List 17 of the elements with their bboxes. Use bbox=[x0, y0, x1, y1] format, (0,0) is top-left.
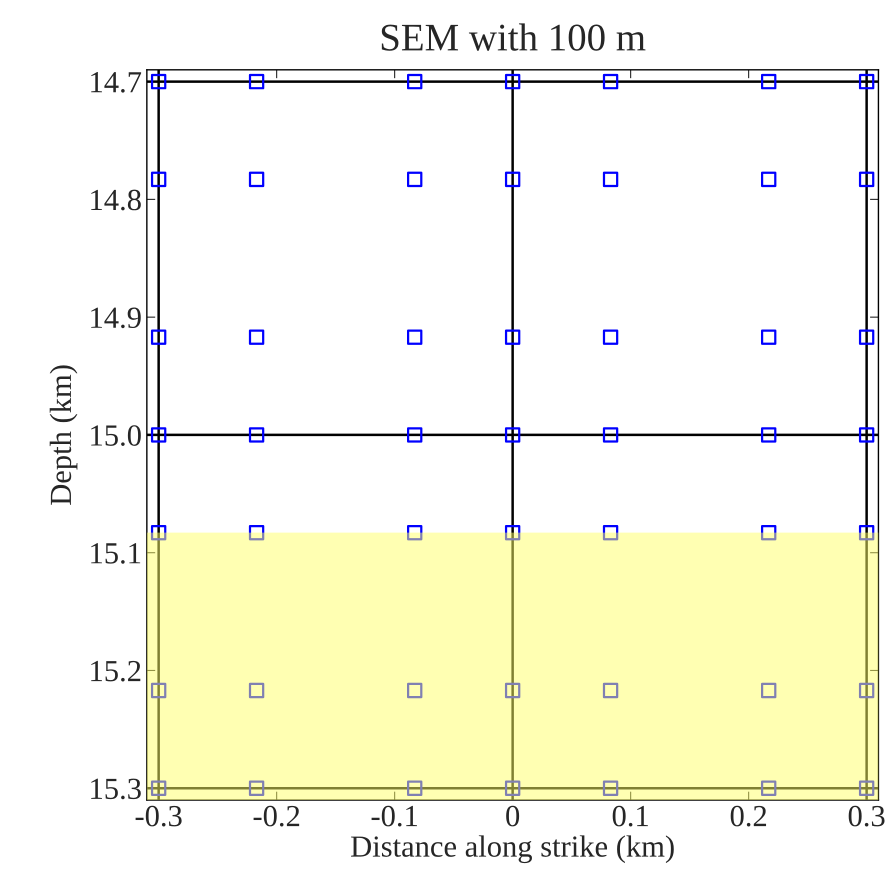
x-tick-label: 0.3 bbox=[848, 806, 885, 827]
y-tick-label: 15.0 bbox=[91, 425, 141, 446]
y-axis-title: Depth (km) bbox=[50, 365, 78, 505]
y-tick-label: 14.9 bbox=[91, 308, 141, 328]
y-tick-label: 14.8 bbox=[91, 190, 141, 210]
y-tick-label: 15.1 bbox=[91, 543, 140, 564]
x-tick-label: -0.1 bbox=[372, 806, 417, 827]
x-tick-label: 0 bbox=[506, 806, 520, 826]
y-tick-label: 15.3 bbox=[91, 778, 141, 800]
chart-title: SEM with 100 m bbox=[382, 23, 646, 51]
y-tick-label: 14.7 bbox=[91, 72, 142, 93]
x-tick-label: -0.3 bbox=[136, 806, 182, 827]
x-tick-label: 0.1 bbox=[612, 806, 648, 827]
y-tick-label: 15.2 bbox=[91, 660, 140, 682]
x-tick-label: -0.2 bbox=[254, 806, 300, 827]
x-tick-label: 0.2 bbox=[730, 806, 766, 827]
x-axis-title: Distance along strike (km) bbox=[351, 835, 674, 864]
